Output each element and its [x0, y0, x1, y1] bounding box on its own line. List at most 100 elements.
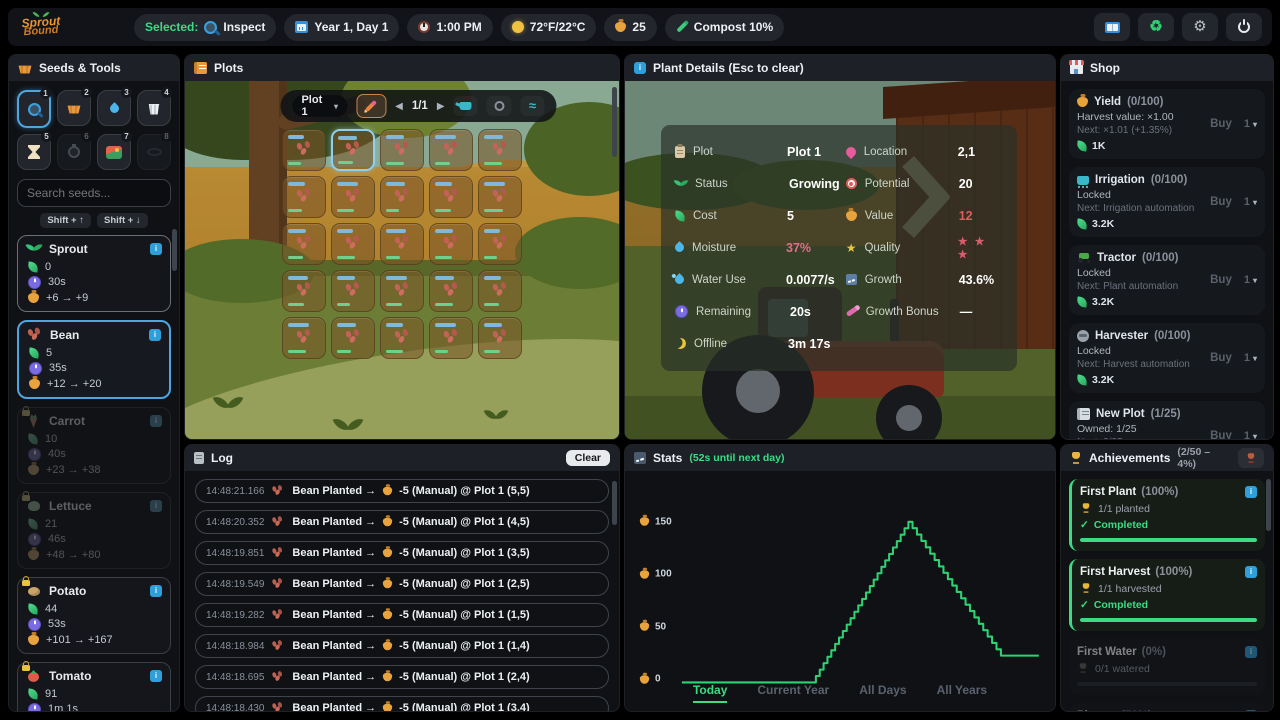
tool-hole[interactable]: 8	[137, 131, 172, 170]
plot-tile-3-3[interactable]	[380, 223, 424, 265]
plot-tile-5-1[interactable]	[478, 129, 522, 171]
plot-tile-3-4[interactable]	[380, 270, 424, 312]
plot-tile-3-1[interactable]	[380, 129, 424, 171]
buy-button[interactable]: Buy	[1210, 430, 1232, 439]
plot-tile-2-5[interactable]	[331, 317, 375, 359]
tool-harvest-basket[interactable]: 2	[57, 87, 92, 126]
plot-tile-2-3[interactable]	[331, 223, 375, 265]
seed-list-scrollbar[interactable]	[172, 229, 177, 271]
info-icon[interactable]	[1245, 710, 1257, 711]
water-bar	[288, 182, 306, 186]
plot-tile-3-2[interactable]	[380, 176, 424, 218]
tool-inspect[interactable]: 1	[17, 88, 51, 128]
tab-today[interactable]: Today	[692, 683, 728, 703]
info-icon[interactable]	[1245, 566, 1257, 578]
seed-card-tomato[interactable]: Tomato 91 1m 1s +210 → +347	[17, 661, 171, 711]
tool-remove[interactable]: 4	[137, 87, 172, 126]
rename-plot-button[interactable]	[356, 94, 387, 118]
plot-tile-1-1[interactable]	[282, 129, 326, 171]
plot-tile-2-2[interactable]	[331, 176, 375, 218]
info-icon[interactable]	[150, 585, 162, 597]
plot-tile-1-5[interactable]	[282, 317, 326, 359]
plot-select-dropdown[interactable]: Plot 1 ▾	[292, 94, 348, 118]
buy-button[interactable]: Buy	[1210, 274, 1232, 286]
info-icon[interactable]	[149, 329, 161, 341]
plot-tile-5-2[interactable]	[478, 176, 522, 218]
tool-timer[interactable]: 6	[57, 131, 92, 170]
seed-card-lettuce[interactable]: Lettuce 21 46s +48 → +80	[17, 491, 171, 569]
plots-scrollbar[interactable]	[612, 87, 617, 157]
clear-log-button[interactable]: Clear	[565, 450, 610, 466]
wave-button[interactable]	[520, 96, 545, 116]
info-icon[interactable]	[150, 243, 162, 255]
seed-cost-row: 21	[26, 516, 162, 531]
seed-cost-row: 10	[26, 431, 162, 446]
plot-tile-4-5[interactable]	[429, 317, 473, 359]
info-icon[interactable]	[1245, 486, 1257, 498]
tab-all-years[interactable]: All Years	[936, 683, 988, 697]
quantity-dropdown[interactable]: 1 ▾	[1243, 430, 1257, 439]
water-bar	[484, 276, 502, 280]
plot-tile-1-4[interactable]	[282, 270, 326, 312]
power-button[interactable]	[1226, 13, 1262, 41]
tab-current-year[interactable]: Current Year	[757, 683, 830, 697]
scroll-icon	[194, 452, 204, 464]
tool-water[interactable]: 3	[97, 87, 132, 126]
tool-scenery[interactable]: 7	[97, 131, 132, 170]
quantity-dropdown[interactable]: 1 ▾	[1243, 196, 1257, 208]
seed-card-bean[interactable]: Bean 5 35s +12 → +20	[17, 320, 171, 399]
bean-plant-icon	[345, 190, 361, 203]
water-all-button[interactable]	[453, 96, 478, 116]
detail-row: Remaining 20s	[675, 297, 840, 326]
shop-item-cost: 3.2K	[1076, 296, 1257, 308]
seed-card-carrot[interactable]: Carrot 10 40s +23 → +38	[17, 406, 171, 484]
shop-item-progress: (0/100)	[1142, 252, 1179, 264]
info-icon[interactable]	[1245, 646, 1257, 658]
plot-tile-2-4[interactable]	[331, 270, 375, 312]
next-plot-button[interactable]: ▶	[436, 100, 445, 112]
buy-button[interactable]: Buy	[1210, 196, 1232, 208]
plot-tile-4-4[interactable]	[429, 270, 473, 312]
buy-button[interactable]: Buy	[1210, 352, 1232, 364]
money-bag-icon	[28, 549, 39, 560]
plot-tile-1-3[interactable]	[282, 223, 326, 265]
shop-item-cost: 3.2K	[1076, 218, 1257, 230]
achievements-filter-button[interactable]	[1238, 448, 1264, 468]
plot-tile-5-5[interactable]	[478, 317, 522, 359]
buy-group: Buy 1 ▾	[1210, 196, 1257, 208]
prev-plot-button[interactable]: ◀	[395, 100, 403, 112]
seed-card-potato[interactable]: Potato 44 53s +101 → +167	[17, 576, 171, 654]
recycle-button[interactable]	[1138, 13, 1174, 41]
seed-value-row: +101 → +167	[26, 632, 162, 647]
water-bar	[484, 323, 503, 327]
plot-tile-2-1[interactable]	[331, 129, 375, 171]
quantity-dropdown[interactable]: 1 ▾	[1243, 274, 1257, 286]
plot-tile-5-3[interactable]	[478, 223, 522, 265]
info-icon[interactable]	[150, 670, 162, 682]
temperature-pill: 72°F/22°C	[500, 13, 597, 41]
log-action: Bean Planted →	[292, 671, 377, 683]
plot-tile-4-3[interactable]	[429, 223, 473, 265]
plot-tile-1-2[interactable]	[282, 176, 326, 218]
search-input[interactable]	[17, 179, 171, 207]
plot-tile-3-5[interactable]	[380, 317, 424, 359]
tool-wait[interactable]: 5	[17, 131, 52, 170]
gear-icon	[1193, 18, 1206, 36]
plot-tile-4-1[interactable]	[429, 129, 473, 171]
log-scrollbar[interactable]	[612, 481, 617, 525]
quantity-dropdown[interactable]: 1 ▾	[1243, 118, 1257, 130]
money-bag-icon	[28, 634, 39, 645]
plot-tile-5-4[interactable]	[478, 270, 522, 312]
sprinkler-button[interactable]	[486, 96, 512, 116]
buy-button[interactable]: Buy	[1210, 118, 1232, 130]
achievements-scrollbar[interactable]	[1266, 479, 1271, 531]
seed-card-sprout[interactable]: Sprout 0 30s +6 → +9	[17, 235, 171, 312]
quantity-dropdown[interactable]: 1 ▾	[1243, 352, 1257, 364]
settings-button[interactable]	[1182, 13, 1218, 41]
water-bar	[337, 276, 355, 280]
info-icon[interactable]	[150, 500, 162, 512]
plot-tile-4-2[interactable]	[429, 176, 473, 218]
info-icon[interactable]	[150, 415, 162, 427]
tab-all-days[interactable]: All Days	[859, 683, 907, 697]
journal-button[interactable]	[1094, 13, 1130, 41]
